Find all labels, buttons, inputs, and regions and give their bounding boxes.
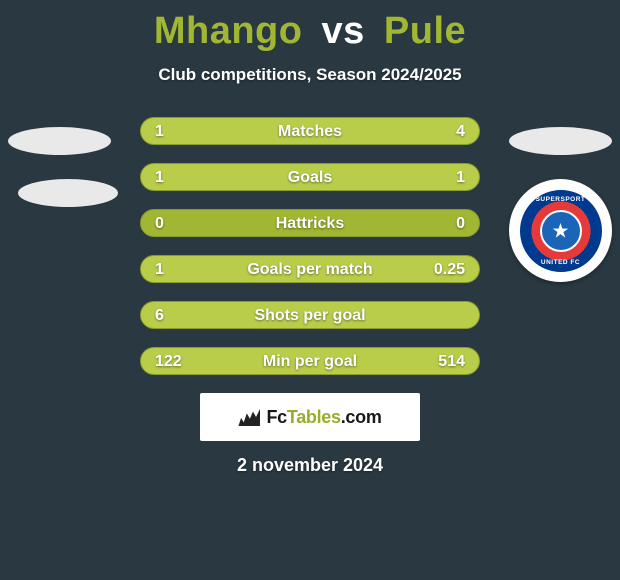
club-logo-top-text: SUPERSPORT	[523, 196, 599, 203]
stat-label: Hattricks	[141, 210, 479, 237]
club-logo: SUPERSPORT ★ UNITED FC	[509, 179, 612, 282]
stat-label: Goals	[141, 164, 479, 191]
vs-separator: vs	[322, 10, 365, 52]
player2-name: Pule	[384, 10, 466, 52]
comparison-title: Mhango vs Pule	[0, 0, 620, 53]
player1-name: Mhango	[154, 10, 303, 52]
stat-bar: 6Shots per goal	[140, 301, 480, 329]
stat-bars-container: 1Matches41Goals10Hattricks01Goals per ma…	[140, 113, 480, 375]
club-logo-bottom-text: UNITED FC	[523, 259, 599, 266]
stat-bar: 122Min per goal514	[140, 347, 480, 375]
stat-bar: 0Hattricks0	[140, 209, 480, 237]
stat-bar: 1Matches4	[140, 117, 480, 145]
stat-bar: 1Goals1	[140, 163, 480, 191]
club-logo-inner: SUPERSPORT ★ UNITED FC	[520, 190, 602, 272]
stat-value-right: 0	[456, 210, 465, 237]
snapshot-date: 2 november 2024	[0, 455, 620, 476]
avatar-placeholder-shape	[18, 179, 118, 207]
stat-value-right: 4	[456, 118, 465, 145]
avatar-placeholder-shape	[8, 127, 111, 155]
chart-icon	[238, 408, 260, 426]
subtitle: Club competitions, Season 2024/2025	[0, 65, 620, 85]
stat-value-right: 1	[456, 164, 465, 191]
star-icon: ★	[552, 218, 570, 243]
content-area: SUPERSPORT ★ UNITED FC 1Matches41Goals10…	[0, 113, 620, 476]
stat-label: Goals per match	[141, 256, 479, 283]
branding-part-a: Fc	[266, 407, 286, 427]
branding-badge: FcTables.com	[200, 393, 420, 441]
branding-text: FcTables.com	[266, 407, 381, 428]
stat-label: Shots per goal	[141, 302, 479, 329]
branding-part-b: Tables	[287, 407, 341, 427]
branding-part-c: .com	[341, 407, 382, 427]
stat-label: Matches	[141, 118, 479, 145]
stat-value-right: 514	[438, 348, 465, 375]
stat-value-right: 0.25	[434, 256, 465, 283]
player1-avatar	[8, 113, 111, 216]
stat-bar: 1Goals per match0.25	[140, 255, 480, 283]
avatar-placeholder-shape	[509, 127, 612, 155]
stat-label: Min per goal	[141, 348, 479, 375]
